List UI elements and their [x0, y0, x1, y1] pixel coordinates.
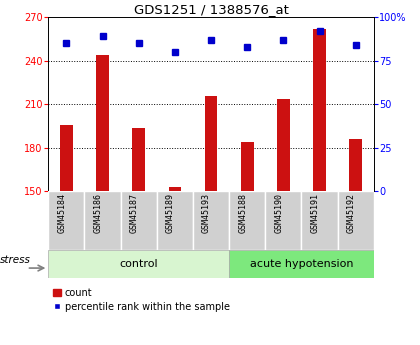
Bar — [229, 191, 265, 250]
Text: GSM45189: GSM45189 — [166, 193, 175, 233]
Text: GSM45191: GSM45191 — [310, 193, 320, 233]
Bar — [338, 191, 374, 250]
Bar — [205, 96, 218, 191]
Text: GSM45187: GSM45187 — [130, 193, 139, 233]
Bar — [265, 191, 302, 250]
Text: GSM45192: GSM45192 — [347, 193, 356, 233]
Bar — [193, 191, 229, 250]
Text: stress: stress — [0, 255, 31, 265]
Bar — [313, 29, 326, 191]
Bar — [48, 250, 229, 278]
Title: GDS1251 / 1388576_at: GDS1251 / 1388576_at — [134, 3, 289, 16]
Text: GSM45186: GSM45186 — [94, 193, 102, 233]
Text: control: control — [119, 259, 158, 269]
Bar — [60, 125, 73, 191]
Text: GSM45193: GSM45193 — [202, 193, 211, 233]
Bar — [157, 191, 193, 250]
Bar — [84, 191, 121, 250]
Bar — [241, 142, 254, 191]
Bar — [349, 139, 362, 191]
Text: GSM45184: GSM45184 — [58, 193, 66, 233]
Legend: count, percentile rank within the sample: count, percentile rank within the sample — [53, 288, 230, 312]
Bar — [121, 191, 157, 250]
Bar — [132, 128, 145, 191]
Text: GSM45188: GSM45188 — [238, 193, 247, 233]
Bar — [277, 99, 290, 191]
Bar — [302, 191, 338, 250]
Bar — [48, 191, 84, 250]
Text: GSM45190: GSM45190 — [274, 193, 284, 233]
Bar — [229, 250, 374, 278]
Bar — [168, 187, 181, 191]
Text: acute hypotension: acute hypotension — [250, 259, 353, 269]
Bar — [96, 55, 109, 191]
